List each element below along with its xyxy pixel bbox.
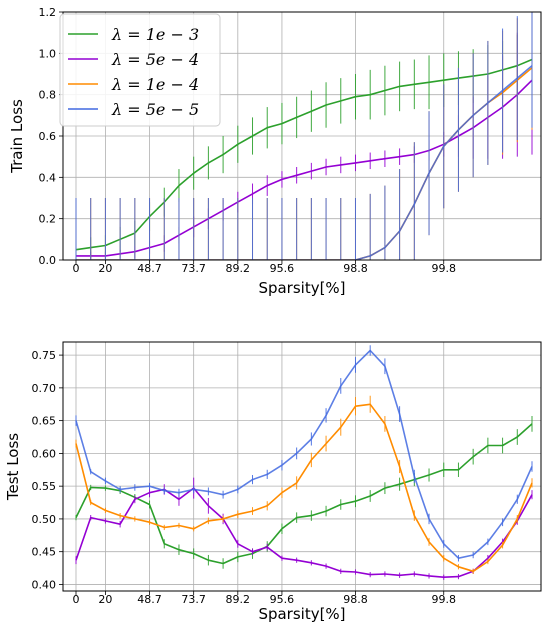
y-tick-label: 0.0 [39,254,57,267]
x-tick-label: 20 [98,262,112,275]
y-tick-label: 0.8 [39,89,57,102]
x-axis-label: Sparsity[%] [258,605,345,623]
series-group [75,12,533,260]
y-tick-label: 1.0 [39,47,57,60]
y-tick-label: 0.6 [39,130,57,143]
x-tick-label: 99.8 [431,593,456,606]
legend-entry: λ = 5e − 5 [111,100,199,119]
y-tick-label: 0.50 [32,513,57,526]
legend-entry: λ = 1e − 4 [111,75,199,94]
plot-frame [62,341,542,592]
y-tick-label: 0.75 [32,349,57,362]
y-axis-label: Test Loss [4,433,22,501]
x-tick-label: 95.6 [270,262,295,275]
series-line [75,58,533,251]
series-line [75,487,533,579]
y-tick-label: 0.2 [39,213,57,226]
series-line [75,423,533,565]
y-tick-label: 0.55 [32,480,57,493]
plot-frame [62,11,542,261]
series-line [75,349,533,560]
y-tick-label: 0.70 [32,382,57,395]
series-line [75,403,533,573]
y-tick-label: 1.2 [39,6,57,19]
y-tick-label: 0.60 [32,447,57,460]
y-tick-label: 0.4 [39,171,57,184]
train-loss-panel: 0 20 48.7 73.7 89.2 95.6 98.8 99.8 0.0 0.2 0.4 0.6 0… [8,6,542,297]
series-line [76,65,533,260]
test-loss-panel: 0 20 48.7 73.7 89.2 95.6 98.8 99.8 0.40 0.45 0.50 0… [4,341,542,623]
x-tick-label: 48.7 [137,593,162,606]
x-tick-label: 73.7 [181,593,206,606]
x-tick-label: 98.8 [343,262,368,275]
legend-entry: λ = 1e − 3 [111,25,199,44]
x-axis-label: Sparsity[%] [258,279,345,297]
plot-area [63,342,541,591]
x-tick-label: 0 [73,262,80,275]
y-axis-label: Train Loss [8,99,26,174]
x-tick-label: 48.7 [137,262,162,275]
series-line [76,79,533,257]
x-tick-label: 98.8 [343,593,368,606]
y-tick-label: 0.40 [32,578,57,591]
x-tick-label: 20 [98,593,112,606]
x-tick-label: 89.2 [226,593,251,606]
x-tick-label: 95.6 [270,593,295,606]
x-tick-label: 73.7 [181,262,206,275]
x-tick-label: 0 [73,593,80,606]
x-tick-label: 89.2 [226,262,251,275]
y-tick-label: 0.45 [32,546,57,559]
legend-box [59,13,221,127]
legend-entry: λ = 5e − 4 [111,50,199,69]
x-tick-label: 99.8 [431,262,456,275]
series-group [75,345,533,580]
y-tick-label: 0.65 [32,415,57,428]
